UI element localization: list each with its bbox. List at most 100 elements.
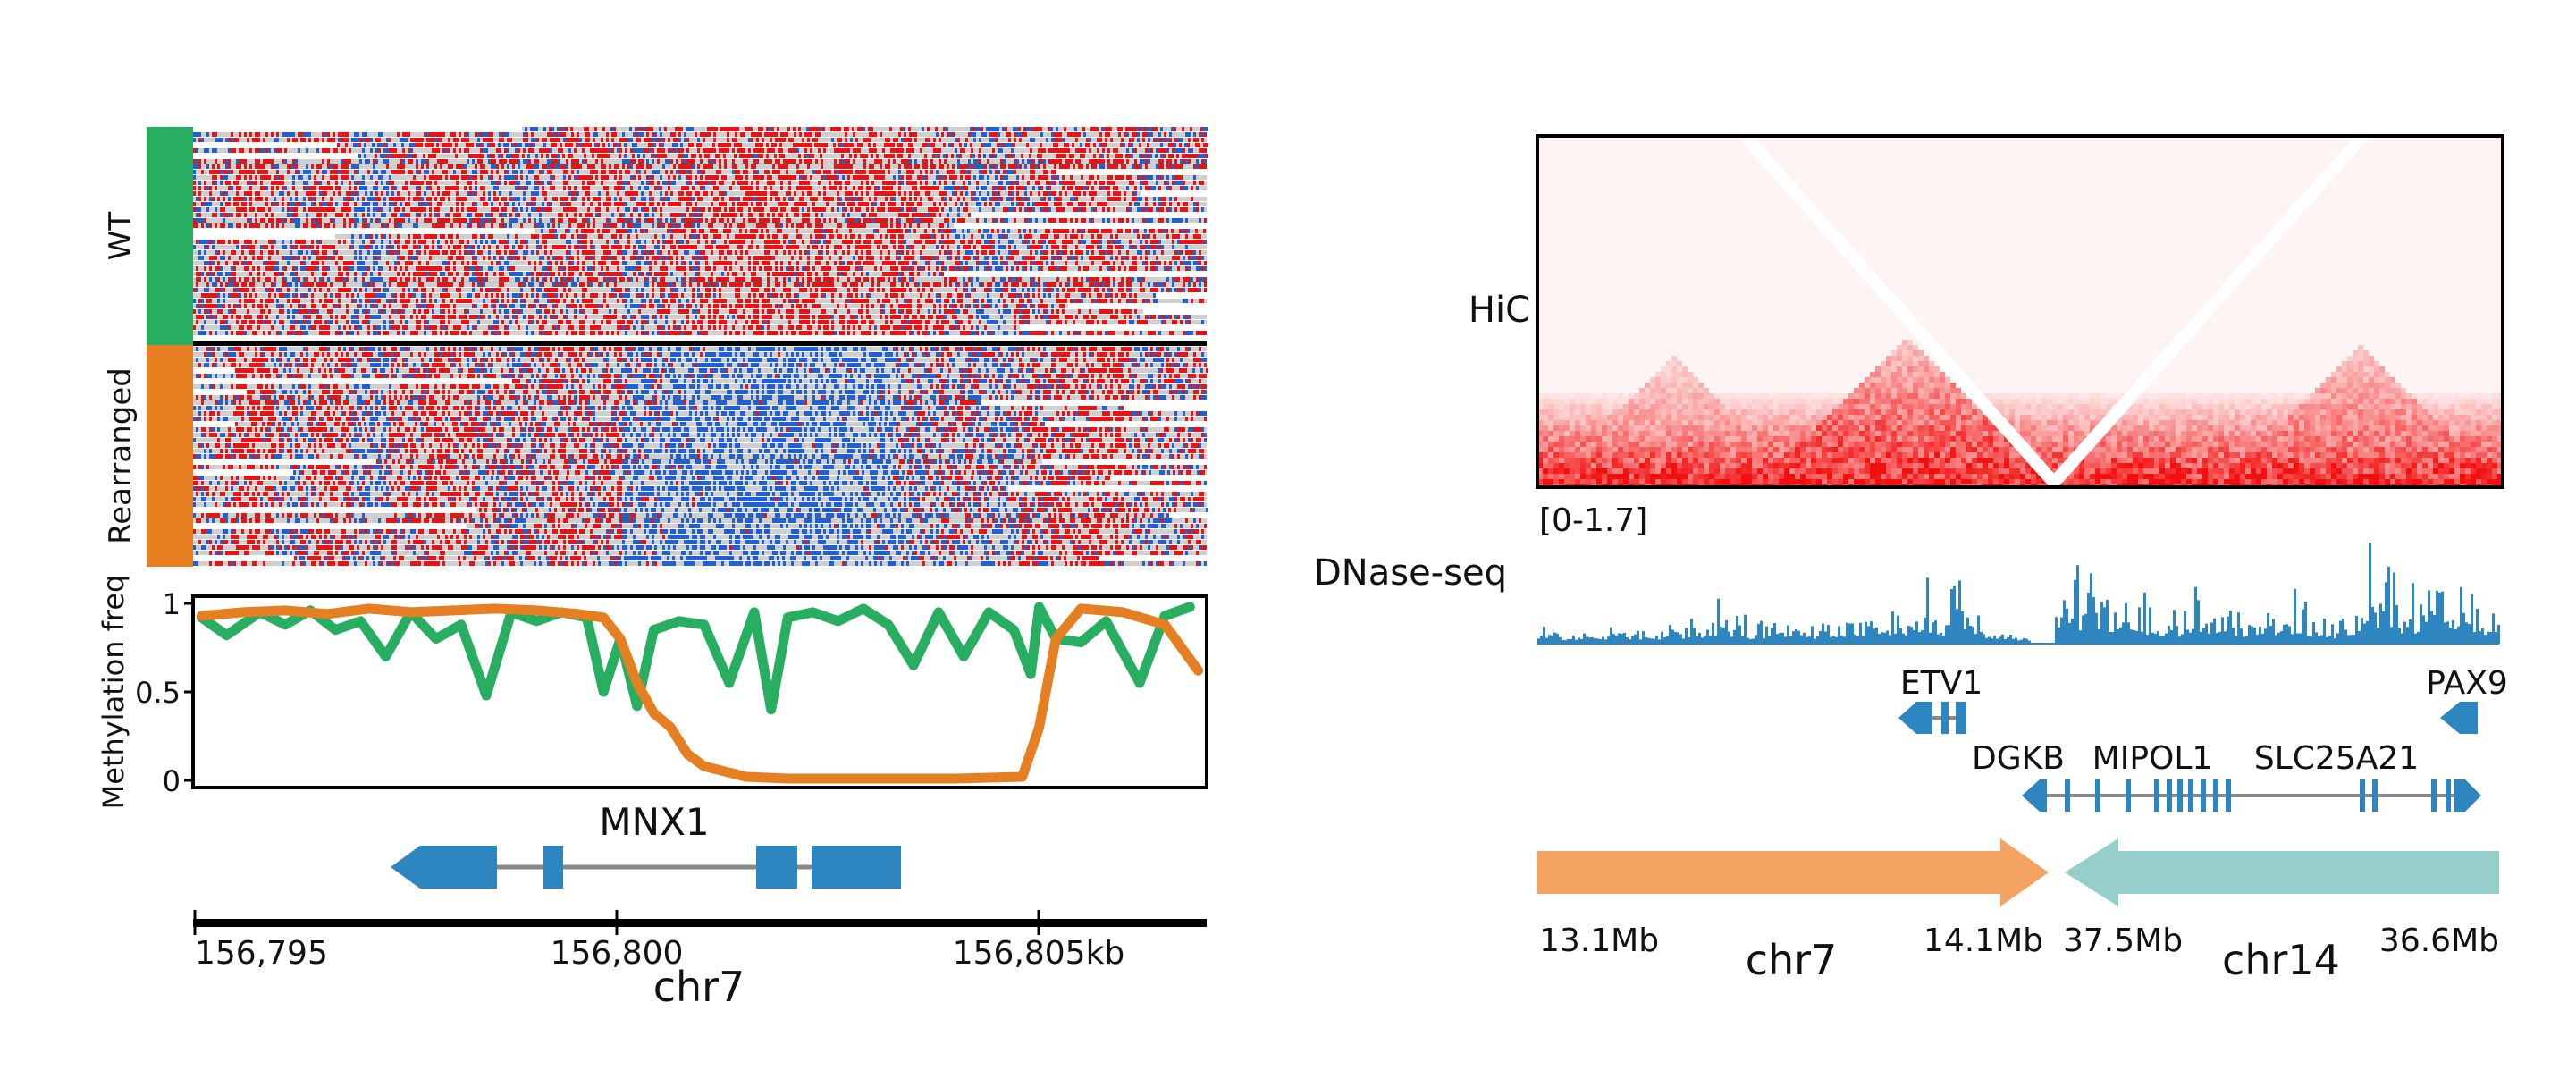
cpg-call — [1048, 240, 1051, 244]
cpg-call — [295, 164, 298, 169]
cpg-call — [947, 218, 949, 223]
cpg-call — [619, 234, 622, 239]
cpg-call — [434, 148, 437, 153]
cpg-call — [622, 159, 625, 164]
cpg-call — [1109, 127, 1112, 131]
cpg-call — [501, 213, 504, 217]
cpg-call — [1187, 143, 1190, 147]
cpg-call — [389, 181, 391, 185]
cpg-call — [416, 138, 418, 142]
cpg-call — [662, 138, 665, 142]
cpg-call — [1091, 159, 1094, 164]
cpg-call — [265, 223, 268, 228]
cpg-call — [534, 234, 536, 239]
cpg-call — [1056, 143, 1058, 147]
cpg-call — [434, 154, 436, 158]
cpg-call — [767, 250, 770, 255]
cpg-call — [488, 245, 491, 249]
cpg-call — [976, 240, 979, 244]
cpg-call — [1163, 229, 1166, 233]
cpg-call — [386, 159, 389, 164]
cpg-call — [796, 234, 799, 239]
cpg-call — [587, 256, 590, 260]
cpg-call — [432, 175, 434, 180]
cpg-call — [1093, 154, 1096, 158]
cpg-call — [917, 164, 920, 169]
cpg-call — [1145, 181, 1148, 185]
cpg-call — [957, 256, 960, 260]
cpg-call — [1113, 197, 1115, 201]
cpg-call — [694, 154, 696, 158]
cpg-call — [582, 181, 585, 185]
cpg-call — [354, 181, 357, 185]
cpg-call — [850, 191, 853, 196]
cpg-call — [1091, 207, 1094, 212]
cpg-call — [198, 213, 201, 217]
cpg-call — [1050, 127, 1053, 131]
cpg-call — [721, 213, 724, 217]
cpg-call — [530, 143, 533, 147]
cpg-call — [402, 256, 405, 260]
cpg-call — [1032, 256, 1035, 260]
cpg-call — [459, 213, 461, 217]
cpg-call — [842, 240, 845, 244]
cpg-call — [1160, 229, 1163, 233]
cpg-call — [622, 261, 625, 265]
cpg-call — [586, 229, 589, 233]
cpg-call — [925, 261, 928, 265]
cpg-call — [836, 127, 838, 131]
cpg-call — [204, 202, 206, 206]
cpg-call — [412, 154, 415, 158]
cpg-call — [566, 170, 568, 174]
cpg-call — [536, 223, 539, 228]
cpg-call — [475, 256, 477, 260]
cpg-call — [1201, 159, 1204, 164]
cpg-call — [1102, 186, 1105, 190]
cpg-call — [847, 170, 850, 174]
cpg-call — [756, 132, 759, 137]
cpg-call — [855, 245, 858, 249]
cpg-call — [558, 159, 560, 164]
cpg-call — [684, 170, 686, 174]
cpg-call — [753, 191, 756, 196]
cpg-call — [804, 148, 807, 153]
cpg-call — [695, 132, 697, 137]
cpg-call — [1040, 250, 1043, 255]
cpg-call — [616, 143, 619, 147]
cpg-call — [594, 143, 597, 147]
cpg-call — [762, 256, 764, 260]
cpg-call — [475, 218, 477, 223]
cpg-call — [496, 181, 499, 185]
cpg-call — [582, 261, 585, 265]
cpg-call — [1150, 240, 1153, 244]
cpg-call — [448, 256, 450, 260]
cpg-call — [984, 164, 987, 169]
cpg-call — [1081, 256, 1083, 260]
cpg-call — [1003, 175, 1006, 180]
cpg-call — [1166, 148, 1169, 153]
cpg-call — [539, 261, 542, 265]
cpg-call — [751, 240, 753, 244]
cpg-call — [930, 170, 933, 174]
cpg-call — [914, 138, 917, 142]
cpg-call — [711, 164, 713, 169]
cpg-call — [920, 234, 922, 239]
cpg-call — [1048, 229, 1050, 233]
cpg-call — [755, 154, 758, 158]
cpg-call — [762, 218, 764, 223]
cpg-call — [335, 202, 338, 206]
cpg-call — [448, 191, 450, 196]
cpg-call — [724, 256, 727, 260]
cpg-call — [450, 132, 453, 137]
cpg-call — [357, 164, 359, 169]
cpg-call — [1069, 154, 1072, 158]
cpg-call — [939, 159, 941, 164]
cpg-call — [1030, 170, 1032, 174]
cpg-call — [636, 250, 638, 255]
cpg-call — [206, 223, 209, 228]
cpg-call — [206, 148, 209, 153]
cpg-call — [845, 148, 847, 153]
cpg-call — [1053, 229, 1056, 233]
cpg-call — [719, 218, 721, 223]
cpg-call — [217, 138, 220, 142]
